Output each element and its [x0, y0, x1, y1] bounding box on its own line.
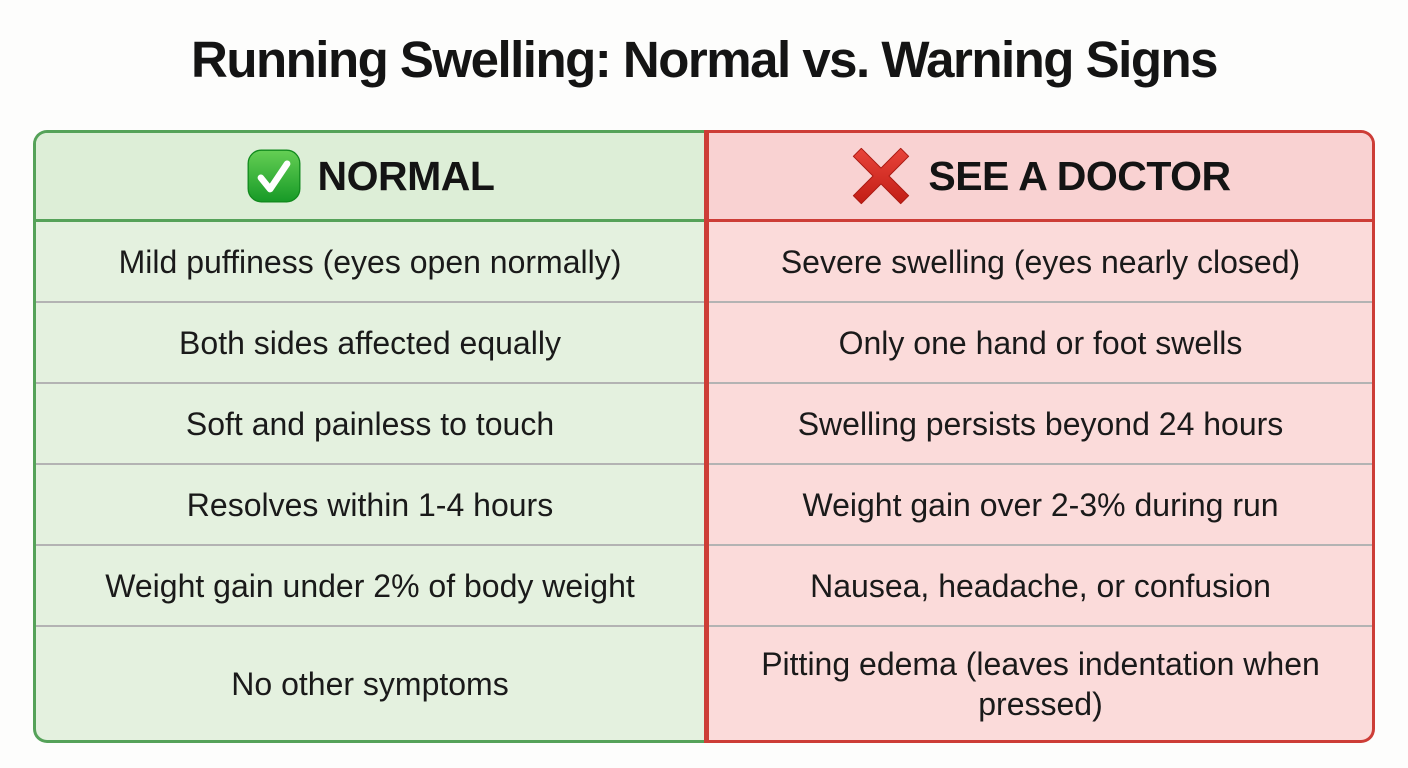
table-row: Pitting edema (leaves indentation when p… — [761, 645, 1320, 722]
table-row: Soft and painless to touch — [36, 384, 704, 465]
table-row: Swelling persists beyond 24 hours — [709, 384, 1372, 465]
table-row: Both sides affected equally — [36, 303, 704, 384]
check-mark-icon — [246, 148, 302, 204]
cross-mark-icon — [850, 146, 912, 206]
table-row: No other symptoms — [231, 665, 509, 702]
table-row: Nausea, headache, or confusion — [709, 546, 1372, 627]
page-title: Running Swelling: Normal vs. Warning Sig… — [190, 31, 1219, 88]
table-row: Weight gain under 2% of body weight — [36, 546, 704, 627]
normal-header-label: NORMAL — [317, 152, 495, 199]
see-a-doctor-column: SEE A DOCTOR Severe swelling (eyes nearl… — [704, 130, 1375, 743]
normal-column: NORMAL Mild puffiness (eyes open normall… — [33, 130, 704, 743]
table-row: Resolves within 1-4 hours — [36, 465, 704, 546]
see-a-doctor-header-label: SEE A DOCTOR — [928, 152, 1231, 199]
comparison-table: NORMAL Mild puffiness (eyes open normall… — [33, 130, 1375, 743]
see-a-doctor-column-header: SEE A DOCTOR — [709, 133, 1372, 222]
table-row: Only one hand or foot swells — [709, 303, 1372, 384]
table-row: Severe swelling (eyes nearly closed) — [709, 222, 1372, 303]
normal-column-header: NORMAL — [36, 133, 704, 222]
table-row: Mild puffiness (eyes open normally) — [36, 222, 704, 303]
table-row: Weight gain over 2-3% during run — [709, 465, 1372, 546]
